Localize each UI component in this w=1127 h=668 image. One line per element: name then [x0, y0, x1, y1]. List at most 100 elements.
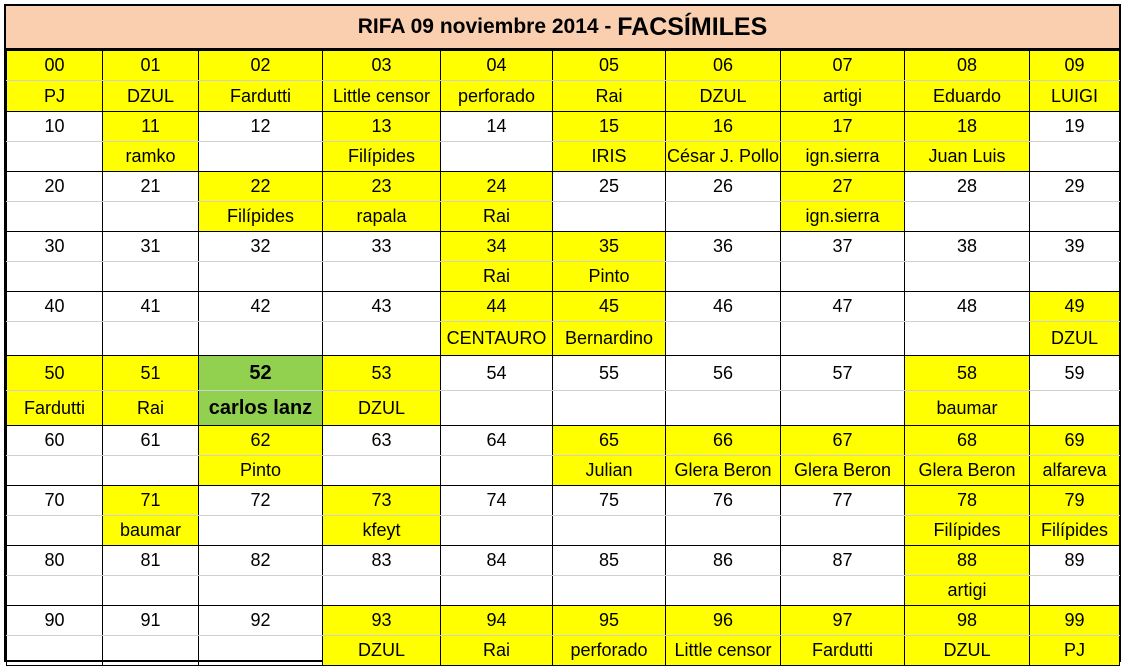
buyer-name-cell [198, 261, 323, 292]
number-cell: 94 [440, 605, 553, 636]
number-cell: 28 [904, 171, 1030, 202]
number-row: 60 61 62 63 64 65 66 67 68 69 [6, 425, 1120, 456]
number-cell: 22 [198, 171, 323, 202]
number-cell: 71 [102, 485, 199, 516]
buyer-name-cell: rapala [322, 201, 441, 232]
buyer-name-cell: Glera Beron [665, 455, 781, 486]
buyer-name-cell [322, 261, 441, 292]
buyer-name-cell [665, 515, 781, 546]
number-cell: 51 [102, 355, 199, 391]
buyer-name-cell: César J. Pollo [665, 141, 781, 172]
buyer-name-cell [440, 455, 553, 486]
number-row: 90 91 92 93 94 95 96 97 98 99 [6, 605, 1120, 636]
number-cell: 83 [322, 545, 441, 576]
buyer-name-cell [322, 455, 441, 486]
number-cell: 68 [904, 425, 1030, 456]
buyer-name-cell [6, 321, 103, 356]
number-cell: 19 [1029, 111, 1120, 142]
number-cell: 76 [665, 485, 781, 516]
number-cell: 17 [780, 111, 905, 142]
buyer-name-cell: Rai [440, 201, 553, 232]
number-cell: 32 [198, 231, 323, 262]
number-cell: 72 [198, 485, 323, 516]
buyer-name-cell: Juan Luis [904, 141, 1030, 172]
number-cell: 47 [780, 291, 905, 322]
buyer-name-cell [552, 515, 666, 546]
buyer-name-cell [6, 575, 103, 606]
number-cell: 39 [1029, 231, 1120, 262]
buyer-name-cell [665, 575, 781, 606]
number-cell: 66 [665, 425, 781, 456]
number-cell: 02 [198, 50, 323, 81]
number-cell: 80 [6, 545, 103, 576]
number-cell: 14 [440, 111, 553, 142]
number-cell: 00 [6, 50, 103, 81]
number-cell: 26 [665, 171, 781, 202]
number-cell: 29 [1029, 171, 1120, 202]
buyer-name-cell: Glera Beron [904, 455, 1030, 486]
number-cell: 69 [1029, 425, 1120, 456]
number-cell: 82 [198, 545, 323, 576]
buyer-name-cell [322, 575, 441, 606]
buyer-name-cell: IRIS [552, 141, 666, 172]
buyer-name-cell: artigi [780, 80, 905, 112]
number-row: 80 81 82 83 84 85 86 87 88 89 [6, 545, 1120, 576]
buyer-name-cell [102, 575, 199, 606]
number-cell: 84 [440, 545, 553, 576]
buyer-name-cell: Little censor [665, 635, 781, 666]
number-cell: 07 [780, 50, 905, 81]
buyer-name-cell: Julian [552, 455, 666, 486]
buyer-name-cell: Pinto [198, 455, 323, 486]
number-cell: 54 [440, 355, 553, 391]
number-cell: 61 [102, 425, 199, 456]
name-row: baumar kfeyt Filípides Filípides [6, 515, 1120, 546]
number-cell: 62 [198, 425, 323, 456]
number-cell: 10 [6, 111, 103, 142]
number-cell: 58 [904, 355, 1030, 391]
number-cell: 24 [440, 171, 553, 202]
number-cell: 74 [440, 485, 553, 516]
number-cell: 45 [552, 291, 666, 322]
number-cell: 78 [904, 485, 1030, 516]
number-cell: 88 [904, 545, 1030, 576]
buyer-name-cell [6, 515, 103, 546]
buyer-name-cell: perforado [440, 80, 553, 112]
buyer-name-cell [1029, 141, 1120, 172]
buyer-name-cell [552, 201, 666, 232]
buyer-name-cell [6, 455, 103, 486]
buyer-name-cell: DZUL [665, 80, 781, 112]
number-cell: 27 [780, 171, 905, 202]
number-cell: 96 [665, 605, 781, 636]
buyer-name-cell [665, 261, 781, 292]
name-row: PJ DZUL Fardutti Little censor perforado Rai D… [6, 80, 1120, 112]
buyer-name-cell: Fardutti [6, 390, 103, 426]
number-cell: 98 [904, 605, 1030, 636]
buyer-name-cell [1029, 201, 1120, 232]
buyer-name-cell: PJ [6, 80, 103, 112]
buyer-name-cell: DZUL [102, 80, 199, 112]
number-cell: 87 [780, 545, 905, 576]
number-cell: 67 [780, 425, 905, 456]
number-cell: 21 [102, 171, 199, 202]
buyer-name-cell [552, 390, 666, 426]
number-cell: 99 [1029, 605, 1120, 636]
name-row: Filípides rapala Rai ign.sierra [6, 201, 1120, 232]
buyer-name-cell [440, 575, 553, 606]
number-cell: 05 [552, 50, 666, 81]
title-accent: FACSÍMILES [617, 12, 768, 41]
number-cell: 53 [322, 355, 441, 391]
title-banner: RIFA 09 noviembre 2014 - FACSÍMILES [6, 6, 1119, 50]
buyer-name-cell: PJ [1029, 635, 1120, 666]
buyer-name-cell: Eduardo [904, 80, 1030, 112]
name-row: CENTAURO Bernardino DZUL [6, 321, 1120, 356]
buyer-name-cell: Rai [440, 635, 553, 666]
number-cell: 93 [322, 605, 441, 636]
name-row: Rai Pinto [6, 261, 1120, 292]
number-cell: 37 [780, 231, 905, 262]
number-cell: 09 [1029, 50, 1120, 81]
number-cell: 34 [440, 231, 553, 262]
number-cell: 85 [552, 545, 666, 576]
buyer-name-cell: Filípides [904, 515, 1030, 546]
buyer-name-cell [198, 515, 323, 546]
number-row: 20 21 22 23 24 25 26 27 28 29 [6, 171, 1120, 202]
